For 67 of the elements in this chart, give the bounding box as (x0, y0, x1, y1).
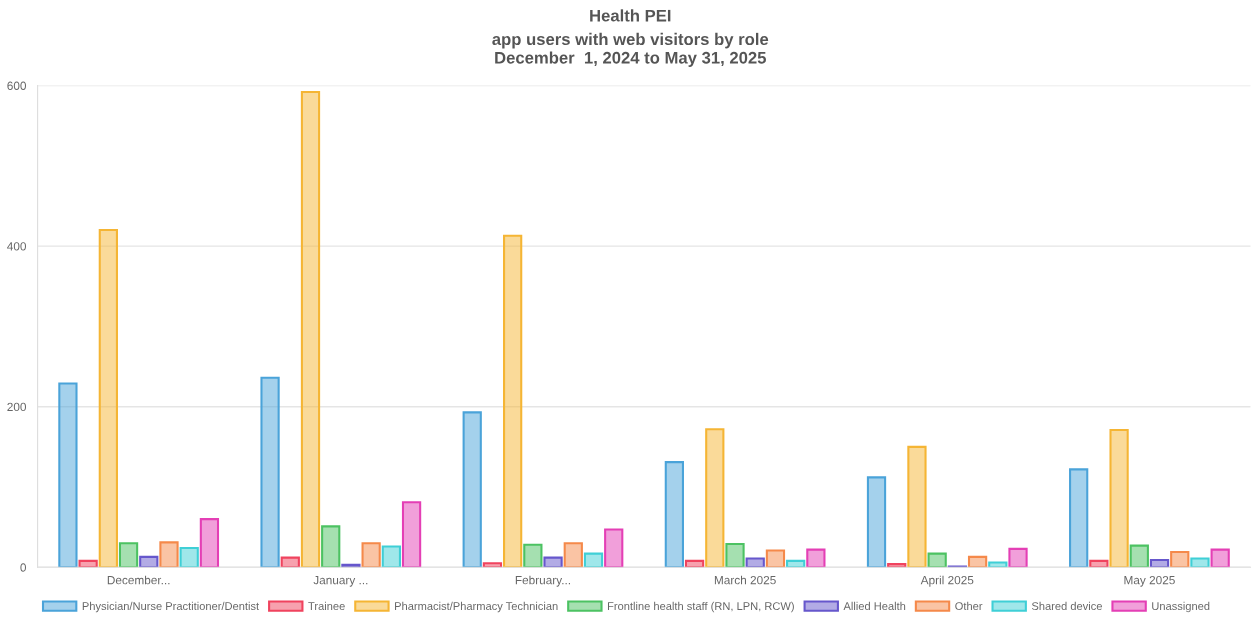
bar (745, 557, 765, 568)
bar (806, 548, 826, 568)
legend-label: Trainee (308, 601, 345, 611)
chart-title: Health PEI (590, 9, 671, 22)
bar (1149, 559, 1170, 568)
bar (604, 528, 624, 568)
bar (1069, 468, 1089, 568)
y-tick-label: 200 (7, 402, 27, 412)
bar (341, 563, 361, 568)
x-tick-label: April 2025 (920, 575, 974, 587)
bar (401, 501, 422, 568)
bar (1109, 428, 1129, 568)
bar (280, 556, 300, 568)
x-tick-label: May 2025 (1124, 575, 1175, 587)
bar (1129, 544, 1149, 568)
bar (381, 545, 401, 568)
y-tick-label: 400 (7, 242, 27, 251)
bar (58, 382, 78, 568)
chart-subtitle: app users with web visitors by role December 1, 2024 to May 31, 2025 (492, 32, 769, 67)
y-tick-label: 600 (7, 81, 27, 90)
bar (765, 549, 786, 568)
bar (1008, 547, 1028, 568)
bar (907, 445, 927, 568)
bar (503, 234, 523, 568)
legend-label: Unassigned (1152, 601, 1210, 613)
x-tick-label: March 2025 (714, 575, 776, 585)
legend-label: Physician/Nurse Practitioner/Dentist (82, 601, 260, 613)
legend-label: Allied Health (843, 601, 906, 611)
bar (684, 559, 705, 568)
bar (321, 525, 341, 568)
bar (462, 411, 482, 568)
bar (98, 229, 118, 568)
legend-label: Frontline health staff (RN, LPN, RCW) (607, 601, 794, 613)
bar (260, 376, 280, 568)
bar (786, 559, 806, 568)
bar (523, 543, 543, 568)
x-tick-label: February... (515, 575, 570, 587)
x-tick-label: January ... (313, 576, 368, 587)
y-tick-label: 0 (20, 563, 27, 572)
legend-label: Pharmacist/Pharmacy Technician (395, 601, 558, 613)
bar (927, 552, 947, 568)
x-tick-label: December... (107, 575, 170, 585)
bar (199, 518, 220, 568)
bar (179, 546, 199, 568)
bar (1190, 557, 1210, 568)
bar (543, 556, 563, 568)
bar (664, 461, 684, 568)
bar (887, 563, 907, 568)
bar (563, 542, 583, 568)
bar (361, 542, 381, 568)
bar (159, 541, 179, 568)
bar (988, 561, 1008, 568)
bar (1089, 559, 1109, 568)
bar (300, 90, 321, 568)
bar (78, 559, 98, 568)
legend-label: Other (955, 601, 983, 611)
bar (139, 555, 159, 568)
bar (705, 428, 725, 568)
bar (583, 552, 604, 568)
bar (1170, 551, 1190, 568)
bar (967, 555, 988, 568)
bar (482, 562, 503, 568)
bar (866, 476, 887, 568)
legend-label: Shared device (1031, 601, 1102, 611)
bar (1210, 548, 1230, 568)
bar (118, 542, 139, 568)
bar (725, 542, 745, 568)
